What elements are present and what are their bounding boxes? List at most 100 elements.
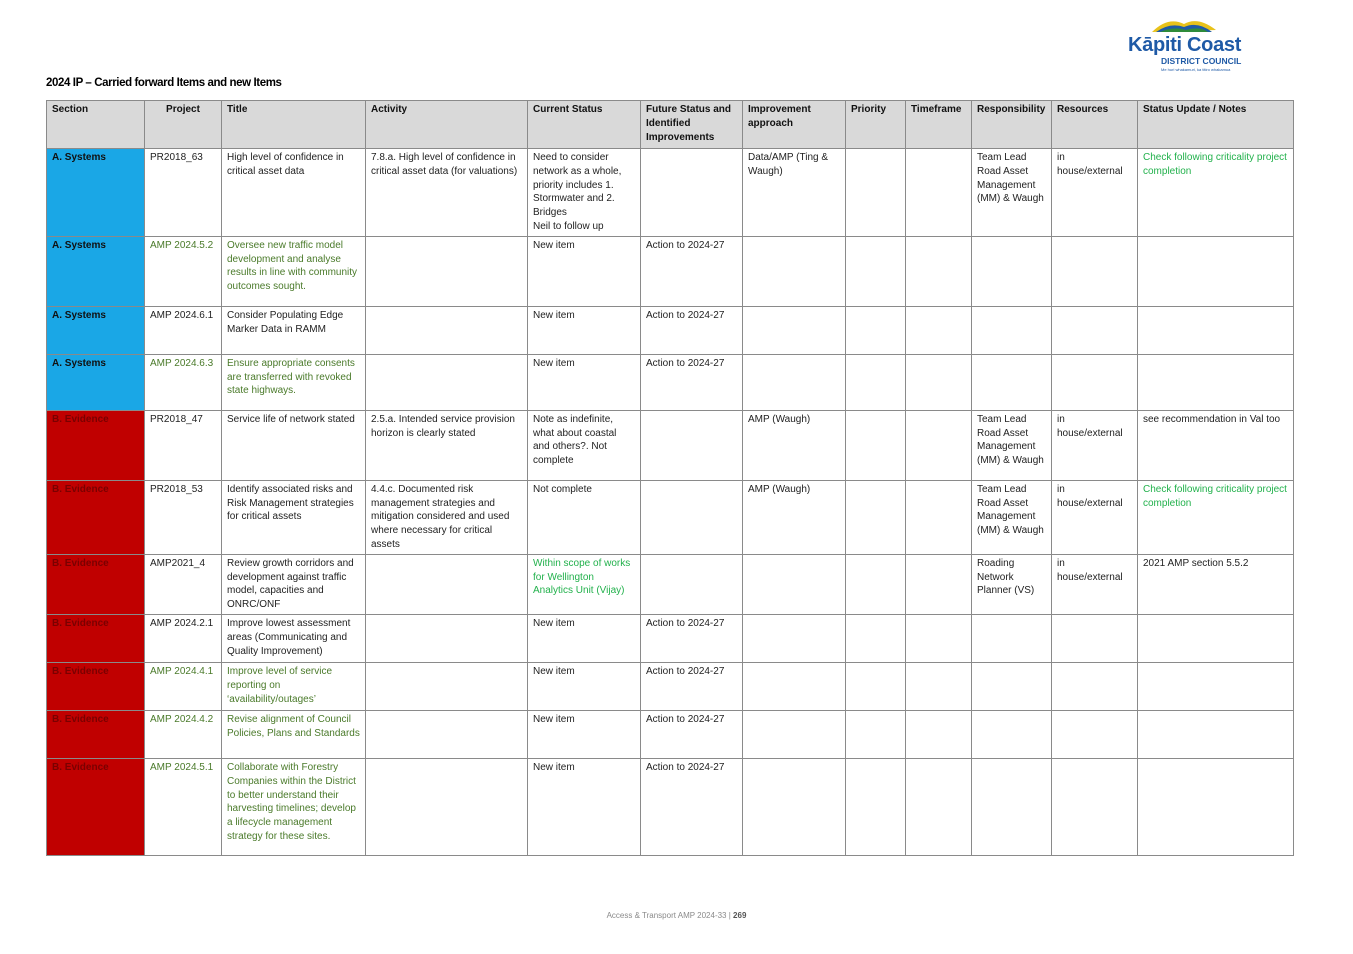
- cell-section: A. Systems: [46, 235, 145, 307]
- cell-priority: [845, 661, 906, 711]
- cell-future-status: Action to 2024-27: [640, 613, 743, 663]
- cell-project: AMP 2024.6.1: [144, 305, 222, 355]
- cell-current-status: New item: [527, 709, 641, 759]
- cell-activity: [365, 661, 528, 711]
- cell-future-status: Action to 2024-27: [640, 661, 743, 711]
- col-header-activity: Activity: [365, 100, 528, 149]
- cell-resources: [1051, 757, 1138, 856]
- table-row: B. Evidence PR2018_47 Service life of ne…: [46, 409, 1294, 481]
- cell-section: A. Systems: [46, 305, 145, 355]
- cell-activity: 2.5.a. Intended service provision horizo…: [365, 409, 528, 481]
- cell-activity: [365, 553, 528, 615]
- improvement-table: Section Project Title Activity Current S…: [46, 100, 1294, 856]
- cell-title: Ensure appropriate consents are transfer…: [221, 353, 366, 411]
- table-header-row: Section Project Title Activity Current S…: [46, 100, 1294, 149]
- cell-notes: [1137, 709, 1294, 759]
- cell-timeframe: [905, 235, 972, 307]
- col-header-future-status: Future Status and Identified Improvement…: [640, 100, 743, 149]
- cell-approach: [742, 235, 846, 307]
- cell-title: Oversee new traffic model development an…: [221, 235, 366, 307]
- cell-resources: [1051, 709, 1138, 759]
- cell-title: Improve level of service reporting on ‘a…: [221, 661, 366, 711]
- cell-priority: [845, 553, 906, 615]
- cell-title: Collaborate with Forestry Companies with…: [221, 757, 366, 856]
- cell-project: AMP 2024.6.3: [144, 353, 222, 411]
- cell-timeframe: [905, 409, 972, 481]
- cell-current-status: New item: [527, 613, 641, 663]
- cell-notes: [1137, 613, 1294, 663]
- cell-activity: 4.4.c. Documented risk management strate…: [365, 479, 528, 555]
- cell-section: B. Evidence: [46, 409, 145, 481]
- cell-activity: [365, 709, 528, 759]
- cell-title: Identify associated risks and Risk Manag…: [221, 479, 366, 555]
- cell-approach: [742, 613, 846, 663]
- cell-responsibility: [971, 661, 1052, 711]
- cell-responsibility: Roading Network Planner (VS): [971, 553, 1052, 615]
- cell-timeframe: [905, 479, 972, 555]
- cell-notes: [1137, 353, 1294, 411]
- cell-project: PR2018_53: [144, 479, 222, 555]
- cell-project: AMP 2024.4.2: [144, 709, 222, 759]
- cell-title: Service life of network stated: [221, 409, 366, 481]
- col-header-title: Title: [221, 100, 366, 149]
- cell-notes: 2021 AMP section 5.5.2: [1137, 553, 1294, 615]
- cell-priority: [845, 409, 906, 481]
- cell-notes: Check following criticality project comp…: [1137, 479, 1294, 555]
- cell-activity: [365, 305, 528, 355]
- cell-future-status: [640, 553, 743, 615]
- cell-timeframe: [905, 353, 972, 411]
- cell-approach: [742, 757, 846, 856]
- col-header-current-status: Current Status: [527, 100, 641, 149]
- cell-future-status: Action to 2024-27: [640, 235, 743, 307]
- col-header-section: Section: [46, 100, 145, 149]
- logo-tagline: Me huri whakamuri, ka titiro whakamua: [1161, 67, 1231, 72]
- cell-current-status: New item: [527, 235, 641, 307]
- cell-priority: [845, 613, 906, 663]
- cell-responsibility: [971, 757, 1052, 856]
- cell-priority: [845, 709, 906, 759]
- hills-logo-icon: [1152, 21, 1216, 32]
- table-row: B. Evidence AMP 2024.2.1 Improve lowest …: [46, 613, 1294, 663]
- cell-resources: in house/external: [1051, 409, 1138, 481]
- cell-priority: [845, 353, 906, 411]
- cell-future-status: Action to 2024-27: [640, 757, 743, 856]
- cell-activity: [365, 613, 528, 663]
- cell-current-status: Not complete: [527, 479, 641, 555]
- cell-responsibility: [971, 305, 1052, 355]
- cell-current-status: New item: [527, 353, 641, 411]
- cell-title: Consider Populating Edge Marker Data in …: [221, 305, 366, 355]
- cell-project: AMP 2024.2.1: [144, 613, 222, 663]
- cell-activity: [365, 353, 528, 411]
- cell-notes: [1137, 661, 1294, 711]
- table-row: A. Systems PR2018_63 High level of confi…: [46, 148, 1294, 237]
- cell-priority: [845, 148, 906, 237]
- col-header-improvement-approach: Improvement approach: [742, 100, 846, 149]
- cell-future-status: [640, 148, 743, 237]
- cell-section: B. Evidence: [46, 661, 145, 711]
- cell-timeframe: [905, 661, 972, 711]
- col-header-project: Project: [144, 100, 222, 149]
- cell-responsibility: [971, 235, 1052, 307]
- cell-approach: Data/AMP (Ting & Waugh): [742, 148, 846, 237]
- table-row: A. Systems AMP 2024.5.2 Oversee new traf…: [46, 235, 1294, 307]
- cell-project: PR2018_63: [144, 148, 222, 237]
- cell-section: A. Systems: [46, 353, 145, 411]
- cell-current-status: New item: [527, 661, 641, 711]
- cell-approach: [742, 353, 846, 411]
- cell-current-status: New item: [527, 305, 641, 355]
- col-header-resources: Resources: [1051, 100, 1138, 149]
- page-title: 2024 IP – Carried forward Items and new …: [46, 77, 282, 89]
- table-row: B. Evidence AMP 2024.5.1 Collaborate wit…: [46, 757, 1294, 856]
- cell-notes: [1137, 757, 1294, 856]
- cell-timeframe: [905, 613, 972, 663]
- cell-priority: [845, 479, 906, 555]
- cell-approach: [742, 305, 846, 355]
- cell-priority: [845, 235, 906, 307]
- cell-activity: 7.8.a. High level of confidence in criti…: [365, 148, 528, 237]
- council-logo: Kāpiti Coast DISTRICT COUNCIL Me huri wh…: [1128, 14, 1253, 74]
- cell-notes: Check following criticality project comp…: [1137, 148, 1294, 237]
- cell-title: Review growth corridors and development …: [221, 553, 366, 615]
- cell-resources: [1051, 305, 1138, 355]
- cell-timeframe: [905, 305, 972, 355]
- logo-name: Kāpiti Coast: [1128, 34, 1242, 56]
